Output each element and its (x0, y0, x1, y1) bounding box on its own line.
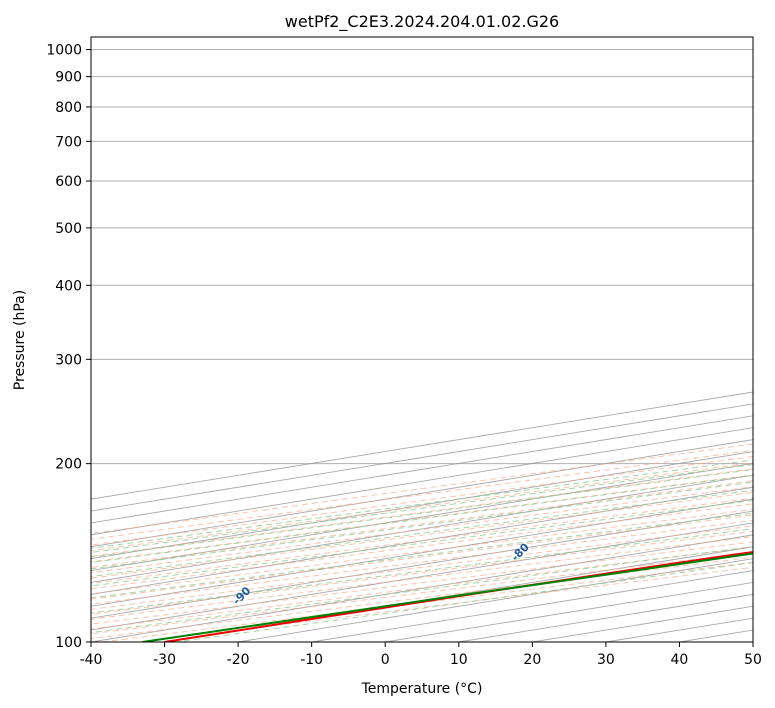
moist-adiabat-line (91, 481, 753, 570)
x-tick-label: 0 (381, 652, 390, 668)
y-tick-label: 700 (55, 134, 82, 150)
isotherm-line (605, 617, 753, 642)
dry-adiabat-line (91, 468, 753, 557)
dry-adiabat-line (91, 449, 753, 540)
isotherm-line (91, 474, 753, 583)
isotherm-line (91, 415, 753, 524)
isotherm-line (91, 462, 753, 572)
dry-adiabat-line (91, 536, 753, 620)
dry-adiabat-line (91, 503, 753, 590)
x-tick-label: 50 (744, 652, 762, 668)
dry-adiabat-line (91, 497, 753, 585)
isotherm-line (91, 498, 753, 607)
isotherm-line (91, 451, 753, 560)
isotherm-line (752, 641, 753, 642)
y-tick-label: 300 (55, 352, 82, 368)
y-tick-label: 800 (55, 100, 82, 116)
y-axis-label: Pressure (hPa) (12, 290, 28, 390)
dry-adiabat-line (91, 491, 753, 579)
x-tick-label: 40 (671, 652, 689, 668)
y-tick-label: 100 (55, 635, 82, 651)
isotherm-line (91, 510, 753, 619)
isotherm-line (91, 486, 753, 595)
isotherm-line (91, 522, 753, 631)
chart-title: wetPf2_C2E3.2024.204.01.02.G26 (285, 12, 559, 32)
dry-adiabat-line (91, 456, 753, 546)
dry-adiabat-line (91, 508, 753, 595)
moist-adiabat-line (91, 489, 753, 578)
y-tick-label: 200 (55, 457, 82, 473)
x-tick-label: -10 (300, 652, 323, 668)
dry-adiabat-line (91, 525, 753, 610)
x-tick-label: -30 (153, 652, 176, 668)
dry-adiabat-line (91, 541, 753, 625)
x-tick-label: -20 (227, 652, 250, 668)
y-tick-label: 400 (55, 278, 82, 294)
x-tick-label: -40 (80, 652, 103, 668)
moist-adiabat-line (91, 469, 753, 558)
dry-adiabat-line (91, 546, 753, 630)
moist-adiabat-line (91, 499, 753, 587)
dry-adiabat-line (91, 474, 753, 563)
y-tick-label: 600 (55, 174, 82, 190)
moist-adiabat-line (91, 512, 753, 599)
isotherm-line (91, 427, 753, 536)
background-lines (91, 49, 753, 642)
x-axis-label: Temperature (°C) (361, 681, 483, 697)
y-tick-label: 500 (55, 221, 82, 237)
dry-adiabat-line (91, 462, 753, 552)
x-tick-label: 30 (597, 652, 615, 668)
moist-adiabat-line (175, 562, 753, 642)
y-axis: 100 200 300 400 500 600 700 800 900 1000 (46, 43, 91, 651)
dry-adiabat-line (91, 486, 753, 574)
plot-frame (90, 36, 754, 643)
moist-adiabat-line (91, 546, 753, 634)
dry-adiabat-line (91, 519, 753, 605)
dry-adiabat-line (91, 480, 753, 568)
x-tick-label: 10 (450, 652, 468, 668)
dry-adiabat-line (91, 514, 753, 600)
y-tick-label: 900 (55, 70, 82, 86)
y-tick-label: 1000 (46, 43, 82, 59)
dry-adiabat-line (91, 530, 753, 615)
isotherm-line (91, 439, 753, 548)
isotherm-line (91, 403, 753, 512)
moist-adiabat-line (91, 528, 753, 614)
dry-adiabat-line (91, 443, 753, 535)
isotherm-line (91, 391, 753, 500)
x-tick-label: 20 (523, 652, 541, 668)
x-axis: -40 -30 -20 -10 0 10 20 30 40 50 (80, 642, 762, 668)
